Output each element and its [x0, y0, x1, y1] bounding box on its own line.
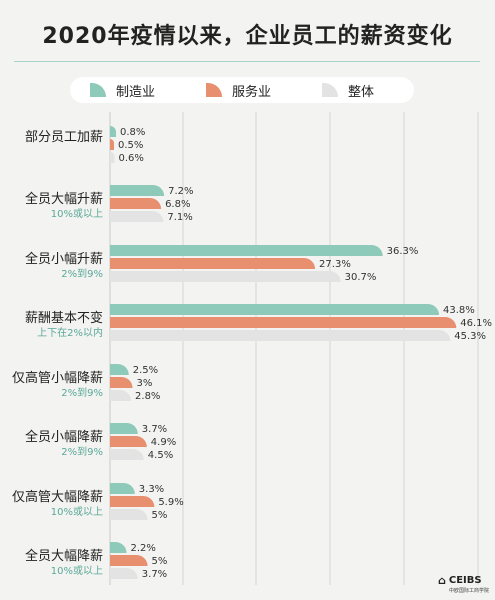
category-label: 全员大幅升薪: [24, 192, 103, 207]
value-label-services: 3%: [137, 378, 153, 389]
bar-services: [110, 496, 155, 507]
category-sublabel: 2%到9%: [61, 388, 103, 399]
bar-overall: [110, 509, 148, 520]
legend: 制造业 服务业 整体: [70, 77, 414, 103]
grid-lines: [109, 112, 479, 585]
bar-manufacturing: [110, 483, 135, 494]
bar-manufacturing: [110, 542, 127, 553]
value-label-overall: 45.3%: [454, 331, 486, 342]
value-label-overall: 5%: [152, 510, 168, 521]
bar-services: [110, 555, 148, 566]
bar-manufacturing: [110, 126, 117, 137]
chart-title: 2020年疫情以来，企业员工的薪资变化: [42, 24, 453, 49]
value-label-manufacturing: 36.3%: [387, 246, 419, 257]
legend-label-services: 服务业: [232, 84, 272, 100]
bar-services: [110, 198, 162, 209]
ceibs-logo: ⌂ CEIBS: [438, 574, 482, 587]
value-label-services: 5.9%: [158, 497, 183, 508]
value-label-overall: 2.8%: [135, 391, 160, 402]
value-label-services: 6.8%: [165, 199, 190, 210]
value-label-services: 0.5%: [118, 140, 143, 151]
value-label-overall: 0.6%: [119, 153, 144, 164]
bar-overall: [110, 449, 144, 460]
category-label: 薪酬基本不变: [24, 311, 103, 326]
value-label-services: 46.1%: [460, 318, 492, 329]
value-label-manufacturing: 3.7%: [142, 424, 167, 435]
category-label: 仅高管小幅降薪: [11, 371, 103, 386]
legend-item-services[interactable]: 服务业: [206, 81, 272, 100]
value-label-services: 5%: [152, 556, 168, 567]
value-label-overall: 3.7%: [142, 569, 167, 580]
value-label-services: 4.9%: [151, 437, 176, 448]
bar-services: [110, 139, 114, 150]
bar-overall: [110, 330, 451, 341]
category-sublabel: 10%或以上: [50, 507, 103, 518]
bar-overall: [110, 390, 132, 401]
category-label: 全员小幅升薪: [24, 252, 103, 267]
bar-services: [110, 258, 316, 269]
bar-overall: [110, 152, 115, 163]
category-sublabel: 10%或以上: [50, 566, 103, 577]
category-sublabel: 2%到9%: [61, 269, 103, 280]
bar-manufacturing: [110, 364, 129, 375]
category-sublabel: 2%到9%: [61, 447, 103, 458]
value-label-overall: 30.7%: [345, 272, 377, 283]
legend-label-manufacturing: 制造业: [116, 84, 156, 100]
category-sublabel: 10%或以上: [50, 209, 103, 220]
legend-item-overall[interactable]: 整体: [322, 81, 375, 100]
value-label-manufacturing: 0.8%: [120, 127, 145, 138]
bars: [110, 126, 457, 579]
value-label-manufacturing: 43.8%: [443, 305, 475, 316]
bar-services: [110, 317, 457, 328]
bar-services: [110, 377, 133, 388]
value-label-manufacturing: 2.5%: [133, 365, 158, 376]
bar-overall: [110, 271, 341, 282]
category-label: 仅高管大幅降薪: [11, 490, 103, 505]
category-label: 部分员工加薪: [24, 130, 103, 145]
category-label: 全员大幅降薪: [24, 549, 103, 564]
value-label-overall: 4.5%: [148, 450, 173, 461]
logo-text: CEIBS: [448, 575, 482, 586]
bar-manufacturing: [110, 304, 439, 315]
legend-swatch-overall: [322, 83, 338, 97]
category-sublabel: 上下在2%以内: [37, 328, 103, 339]
value-label-manufacturing: 7.2%: [168, 186, 193, 197]
bar-manufacturing: [110, 245, 383, 256]
bar-manufacturing: [110, 423, 138, 434]
title-divider: [14, 61, 480, 62]
legend-item-manufacturing[interactable]: 制造业: [90, 81, 156, 100]
value-label-overall: 7.1%: [167, 212, 192, 223]
value-label-services: 27.3%: [319, 259, 351, 270]
value-label-manufacturing: 2.2%: [131, 543, 156, 554]
bar-manufacturing: [110, 185, 165, 196]
value-labels: 0.8% 0.5% 0.6% 7.2% 6.8% 7.1% 36.3% 27.3% 30.7% 4…: [118, 127, 492, 580]
bar-services: [110, 436, 147, 447]
bar-overall: [110, 568, 138, 579]
logo-icon: ⌂: [438, 574, 446, 587]
category-label: 全员小幅降薪: [24, 430, 103, 445]
legend-label-overall: 整体: [348, 84, 375, 100]
legend-swatch-manufacturing: [90, 83, 106, 97]
bar-overall: [110, 211, 164, 222]
logo-subtitle: 中欧国际工商学院: [449, 588, 490, 594]
value-label-manufacturing: 3.3%: [139, 484, 164, 495]
legend-swatch-services: [206, 83, 222, 97]
